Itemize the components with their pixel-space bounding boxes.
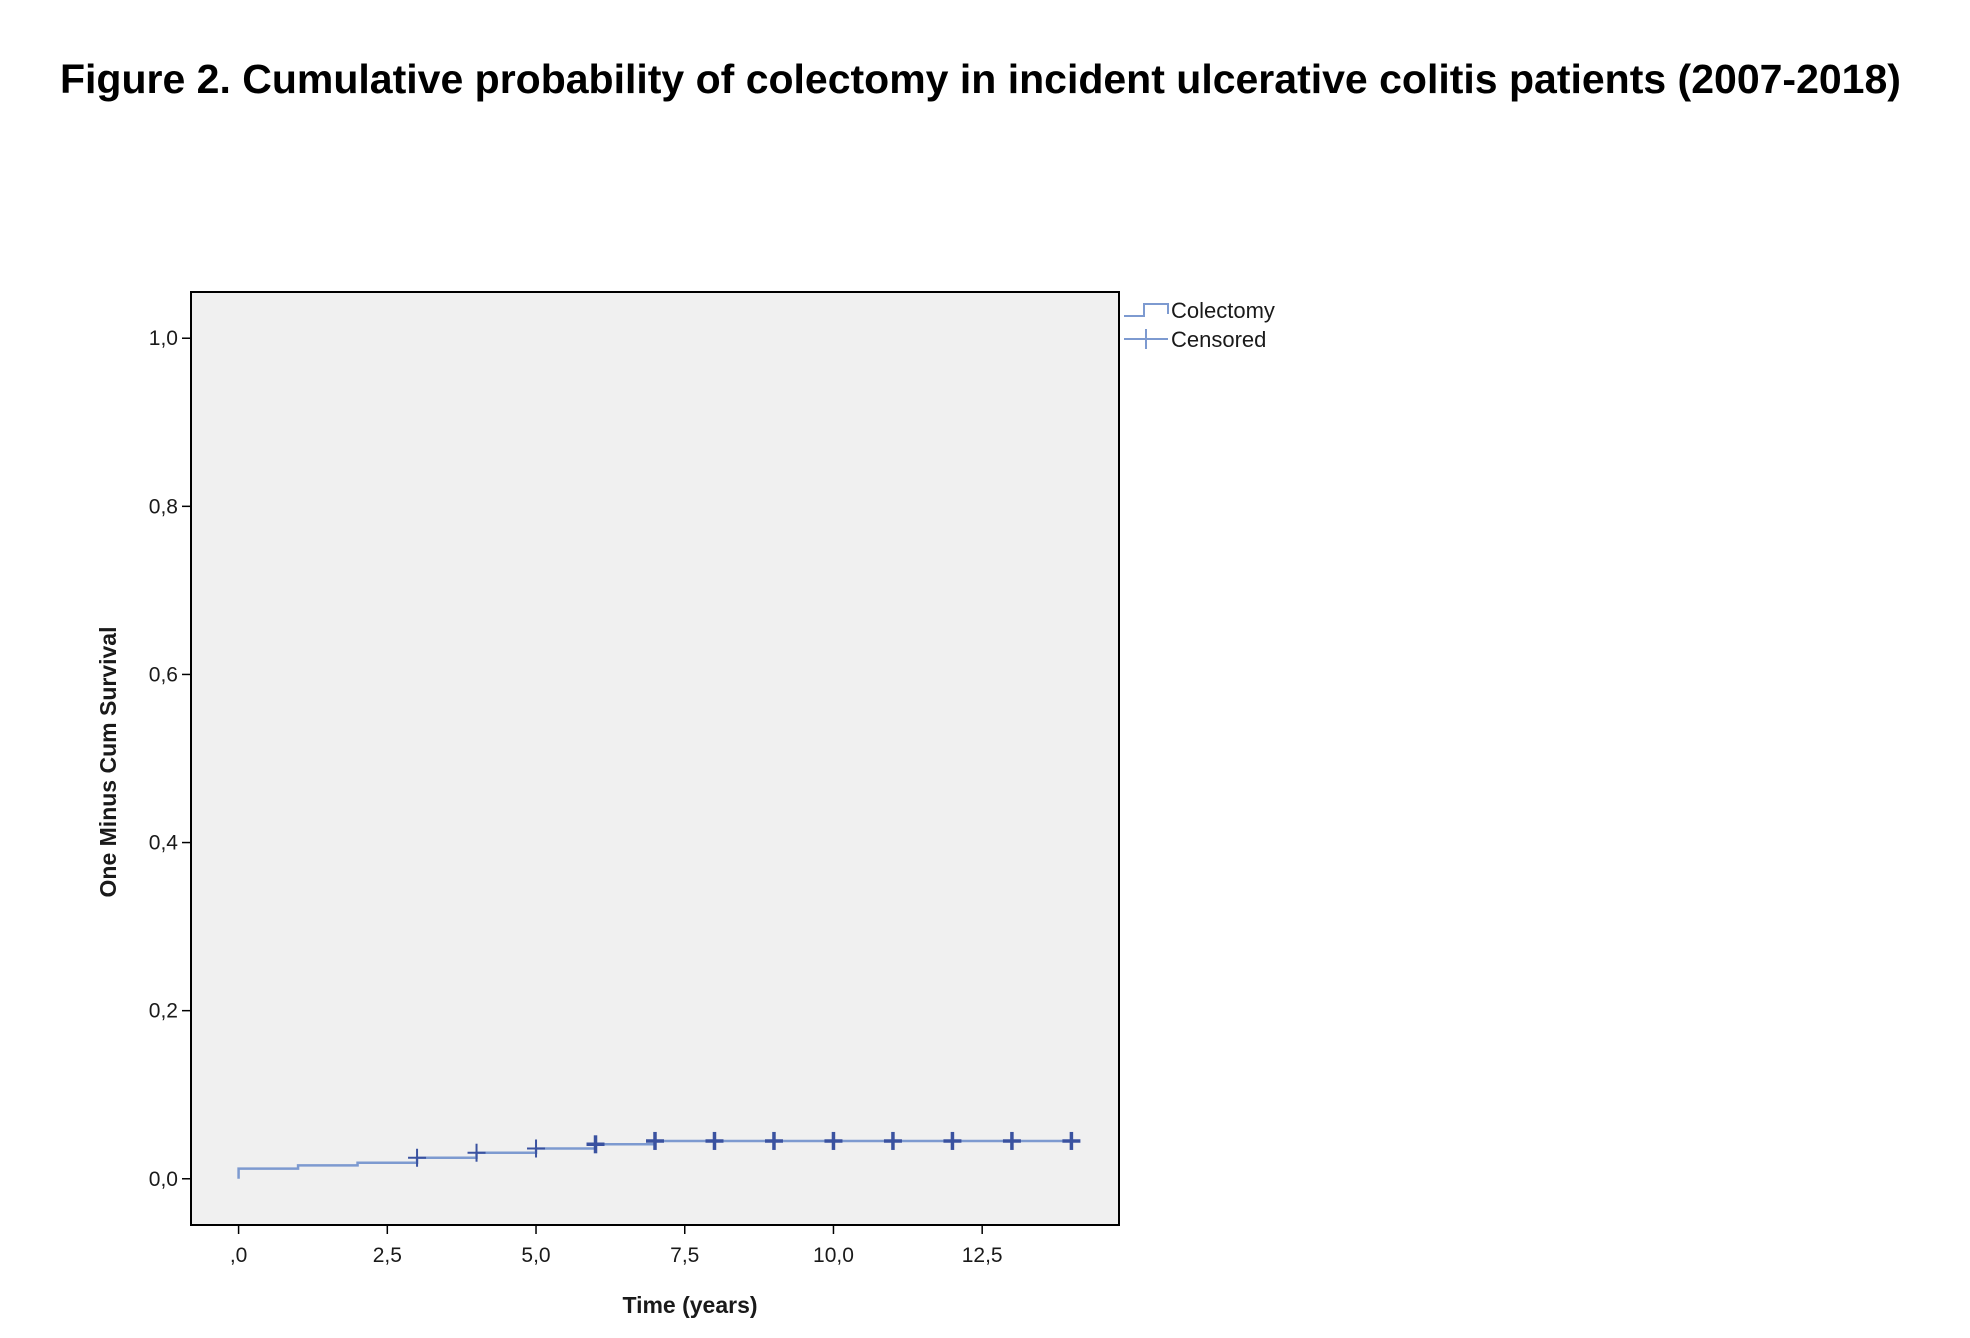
x-tick-label: 10,0: [813, 1244, 854, 1267]
series-layer: [237, 1131, 1081, 1179]
censor-mark: [1062, 1131, 1081, 1150]
censor-mark: [646, 1131, 664, 1150]
plot-area: [190, 291, 1120, 1226]
y-tick-label: 0,2: [149, 1000, 178, 1023]
censor-mark: [824, 1131, 843, 1150]
y-axis: 0,0 0,2 0,4 0,6 0,8 1,0: [149, 327, 191, 1191]
x-axis: ,0 2,5 5,0 7,5 10,0 12,5: [230, 1225, 1003, 1267]
x-tick-label: 12,5: [962, 1244, 1003, 1267]
y-tick-label: 0,8: [149, 495, 178, 518]
y-tick-label: 0,6: [149, 663, 178, 686]
x-tick-label: ,0: [230, 1244, 248, 1267]
censor-mark: [943, 1131, 962, 1150]
y-tick-label: 0,4: [149, 832, 179, 855]
censor-mark: [883, 1131, 902, 1150]
x-axis-label: Time (years): [622, 1292, 757, 1318]
figure-title: Figure 2. Cumulative probability of cole…: [60, 56, 1901, 102]
legend-step-icon: [1124, 303, 1169, 317]
censor-mark: [467, 1143, 486, 1162]
censor-mark: [586, 1135, 605, 1154]
legend-label-censored: Censored: [1171, 327, 1266, 352]
censor-mark: [764, 1131, 783, 1150]
x-tick-label: 7,5: [670, 1244, 699, 1267]
x-tick-label: 5,0: [521, 1244, 550, 1267]
censor-mark: [408, 1148, 427, 1167]
y-tick-label: 0,0: [149, 1168, 178, 1191]
x-tick-label: 2,5: [373, 1244, 402, 1267]
legend-censor-icon: [1124, 329, 1168, 349]
y-tick-label: 1,0: [149, 327, 178, 350]
y-axis-label: One Minus Cum Survival: [95, 627, 121, 898]
legend-label-colectomy: Colectomy: [1171, 298, 1275, 323]
legend: Colectomy Censored: [1124, 298, 1275, 352]
censor-mark: [1002, 1131, 1021, 1150]
censor-mark: [527, 1139, 546, 1158]
censor-mark: [705, 1131, 724, 1150]
